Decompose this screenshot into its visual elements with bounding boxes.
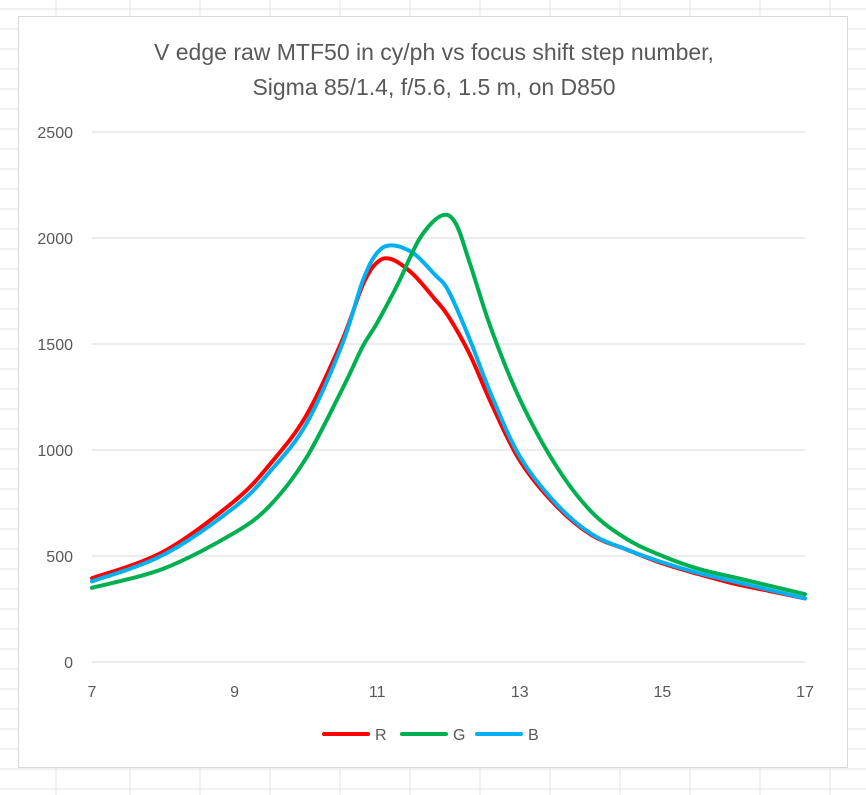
x-tick-label: 9	[230, 684, 239, 701]
chart-title-line-1: V edge raw MTF50 in cy/ph vs focus shift…	[154, 39, 714, 65]
chart-title-line-2: Sigma 85/1.4, f/5.6, 1.5 m, on D850	[252, 74, 616, 100]
series-line-B[interactable]	[90, 243, 807, 601]
y-tick-label: 2500	[37, 125, 73, 142]
x-tick-label: 11	[369, 684, 386, 701]
legend-label-R: R	[375, 727, 387, 744]
y-tick-label: 0	[64, 655, 73, 672]
y-tick-label: 1500	[37, 337, 73, 354]
legend-label-B: B	[528, 727, 539, 744]
y-tick-label: 2000	[37, 231, 73, 248]
x-tick-label: 15	[654, 684, 672, 701]
x-tick-label: 7	[88, 684, 97, 701]
legend-label-G: G	[453, 727, 465, 744]
y-tick-label: 500	[46, 549, 73, 566]
chart-area[interactable]: V edge raw MTF50 in cy/ph vs focus shift…	[18, 16, 848, 768]
y-tick-label: 1000	[37, 443, 73, 460]
x-tick-label: 13	[511, 684, 529, 701]
series-line-G[interactable]	[90, 212, 807, 597]
series-line-R[interactable]	[90, 256, 807, 601]
chart-plot: 0 500 1000 1500 2000 2500 7 9 11 13 15 17 R G B	[37, 125, 814, 744]
x-tick-label: 17	[796, 684, 814, 701]
